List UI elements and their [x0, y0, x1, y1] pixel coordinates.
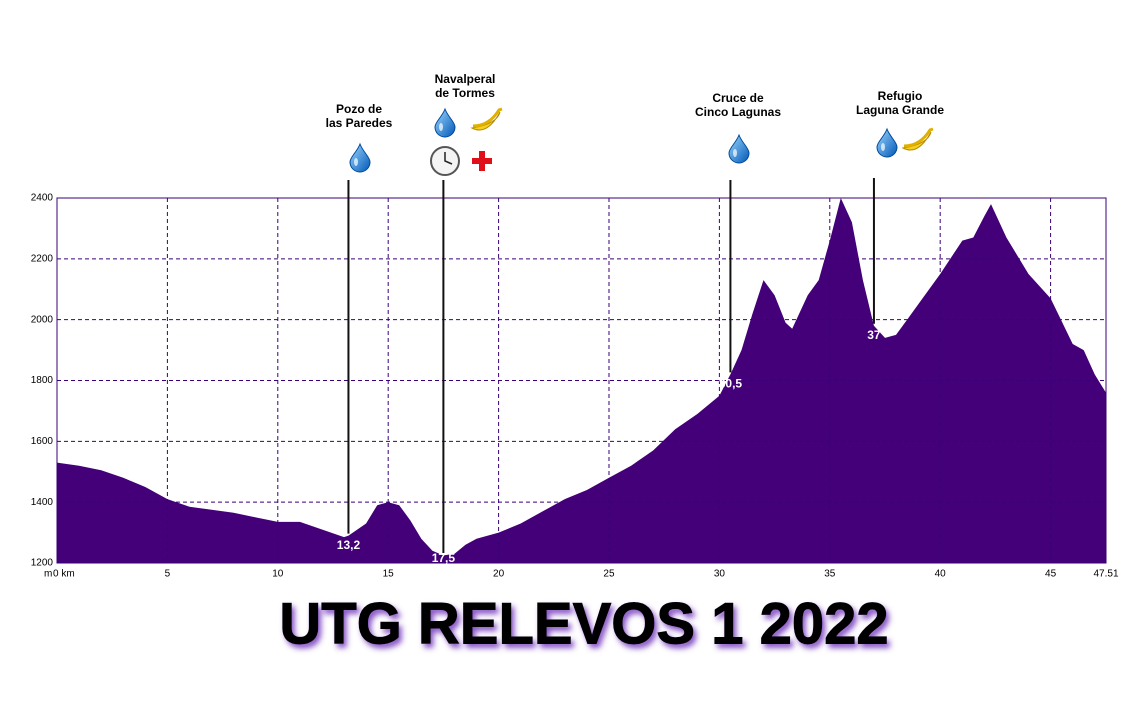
- water-shine: [354, 158, 358, 166]
- water-shine: [881, 143, 885, 151]
- x-tick-label: 10: [272, 569, 284, 580]
- banana-icon: [472, 107, 503, 128]
- x-tick-label: 40: [935, 569, 947, 580]
- water-shine: [439, 123, 443, 131]
- y-tick-label: 2000: [31, 314, 54, 325]
- water-icon: [434, 107, 456, 138]
- water-icon: [876, 127, 898, 158]
- x-tick-label: 5: [165, 569, 171, 580]
- x-tick-label: 35: [824, 569, 836, 580]
- x-tick-label: 15: [383, 569, 395, 580]
- y-tick-label: 1400: [31, 497, 54, 508]
- y-tick-label: 1600: [31, 436, 54, 447]
- station-name: Cruce de: [712, 91, 764, 105]
- x-tick-label: 45: [1045, 569, 1057, 580]
- x-tick-label: 25: [603, 569, 615, 580]
- water-shine: [733, 149, 737, 157]
- station-label: 13,2: [337, 538, 361, 552]
- station-label: 17,5: [432, 551, 456, 565]
- chart-title: UTG RELEVOS 1 2022: [279, 591, 888, 656]
- station-label: 37: [867, 328, 881, 342]
- x-tick-label: 47.51: [1093, 569, 1118, 580]
- x-tick-label: 20: [493, 569, 505, 580]
- y-unit: m: [44, 569, 52, 580]
- x-tick-label: 30: [714, 569, 726, 580]
- y-tick-label: 1800: [31, 375, 54, 386]
- station-name: Refugio: [878, 89, 923, 103]
- banana-icon: [903, 127, 934, 148]
- water-icon: [349, 142, 371, 173]
- clock-hands: [444, 152, 453, 165]
- station-name: Pozo de: [336, 102, 382, 116]
- station-name: Cinco Lagunas: [695, 105, 781, 119]
- y-tick-label: 2400: [31, 193, 54, 204]
- water-icon: [728, 133, 750, 164]
- station-name: de Tormes: [435, 86, 495, 100]
- aid-icon: [472, 151, 492, 171]
- station-name: las Paredes: [326, 116, 393, 130]
- y-tick-label: 1200: [31, 558, 54, 569]
- x-tick-label: 0 km: [53, 569, 75, 580]
- station-name: Laguna Grande: [856, 103, 944, 117]
- elevation-area: [57, 198, 1106, 563]
- y-tick-label: 2200: [31, 253, 54, 264]
- station-label: 30,5: [719, 377, 743, 391]
- station-name: Navalperal: [435, 72, 496, 86]
